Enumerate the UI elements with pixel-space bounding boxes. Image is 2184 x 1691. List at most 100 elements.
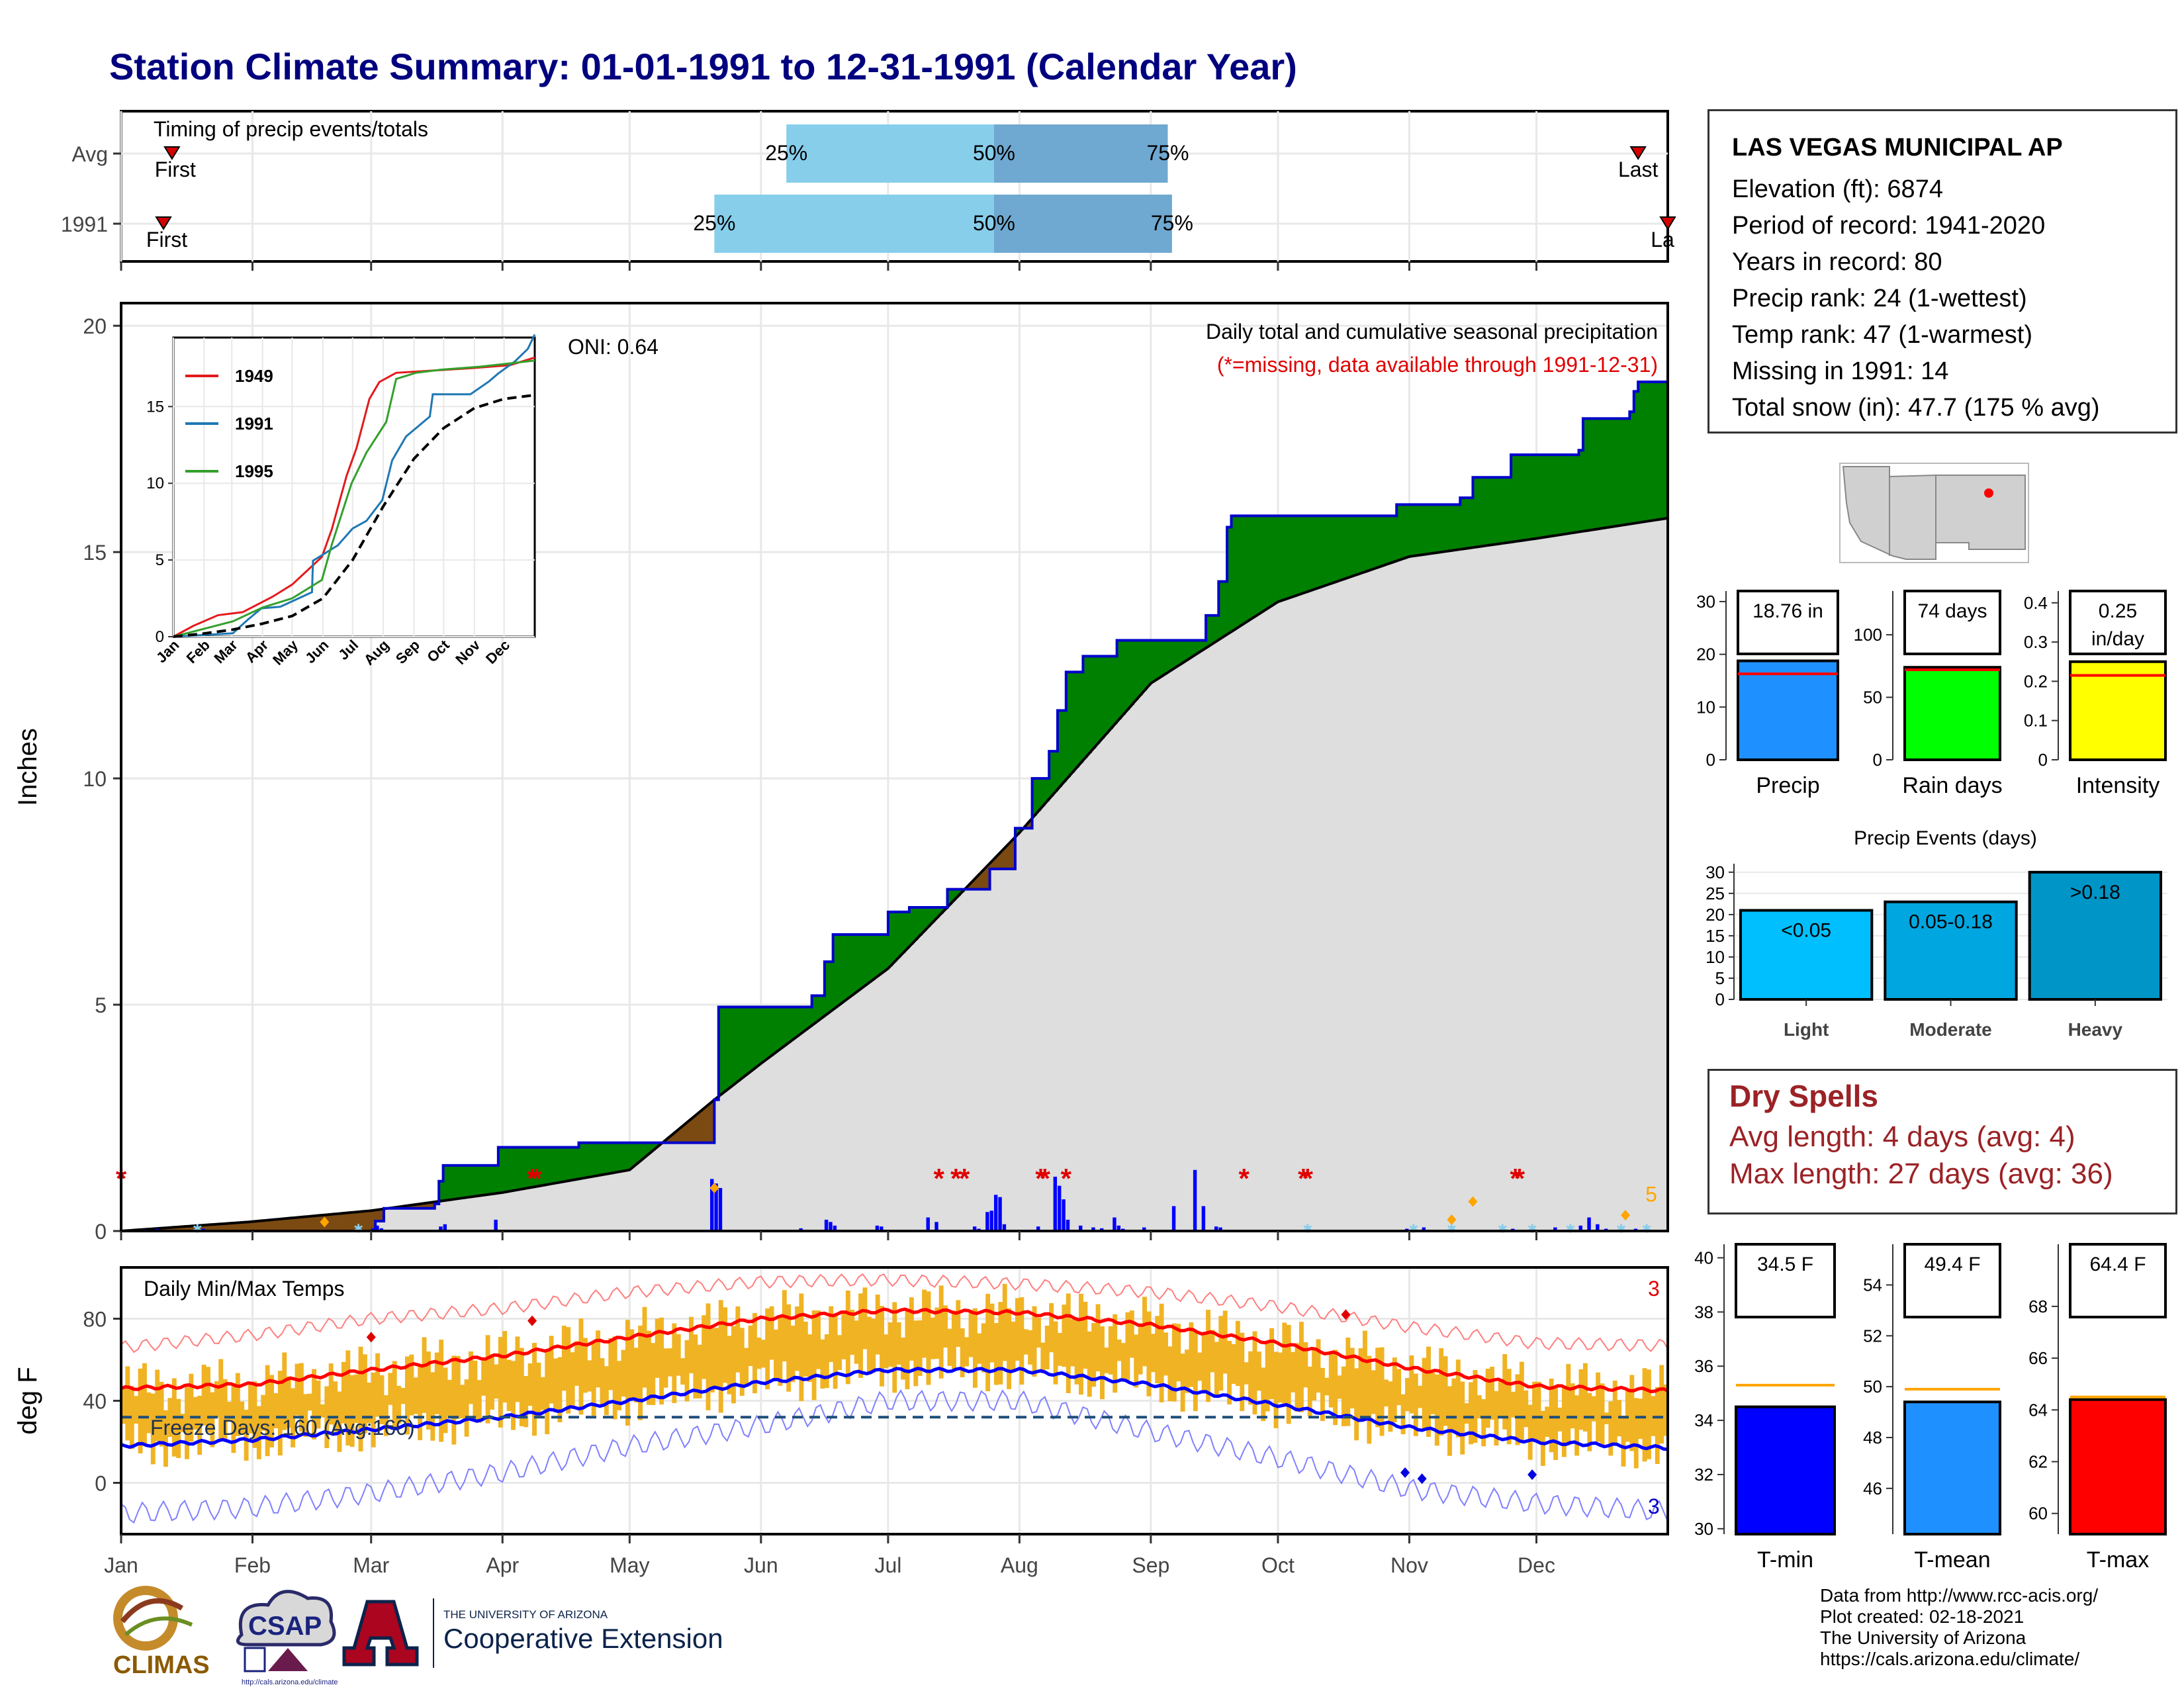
precip-surplus-band bbox=[515, 1147, 520, 1190]
precip-deficit-band bbox=[298, 1216, 304, 1231]
precip-surplus-band bbox=[1129, 640, 1134, 706]
precip-deficit-band bbox=[362, 1211, 367, 1231]
precip-surplus-band bbox=[1367, 516, 1372, 571]
temps-daily-bar bbox=[1337, 1375, 1342, 1399]
precip-events-category-label: Moderate bbox=[1909, 1019, 1991, 1040]
precip-deficit-band bbox=[418, 1204, 423, 1209]
precip-deficit-band bbox=[705, 1105, 711, 1143]
precip-surplus-band bbox=[1201, 640, 1206, 650]
precip-deficit-band bbox=[371, 1210, 376, 1231]
mini-ytick-label: 60 bbox=[2028, 1504, 2048, 1524]
temps-daily-bar bbox=[1113, 1314, 1118, 1393]
temps-daily-bar bbox=[388, 1373, 393, 1405]
temps-daily-bar bbox=[1481, 1399, 1486, 1447]
temps-daily-bar bbox=[824, 1334, 829, 1389]
precip-missing-marker: * bbox=[1298, 1163, 1309, 1194]
precip-deficit-band bbox=[680, 1126, 686, 1143]
timing-p75-label: 75% bbox=[1146, 141, 1189, 165]
temps-daily-bar bbox=[532, 1342, 537, 1436]
station-precip-rank: Precip rank: 24 (1-wettest) bbox=[1732, 285, 2027, 312]
mini-ytick-label: 30 bbox=[1694, 1519, 1713, 1539]
precip-surplus-band bbox=[506, 1147, 512, 1192]
precip-deficit-band bbox=[159, 1228, 164, 1231]
precip-surplus-band bbox=[1108, 656, 1113, 729]
precip-surplus-band bbox=[1477, 477, 1482, 547]
inset-frame bbox=[172, 336, 536, 638]
precip-surplus-band bbox=[608, 1142, 614, 1173]
precip-surplus-band bbox=[1536, 455, 1541, 539]
precip-surplus-band bbox=[1527, 455, 1533, 539]
precip-deficit-band bbox=[265, 1220, 270, 1231]
temps-daily-bar bbox=[214, 1381, 219, 1418]
station-name: LAS VEGAS MUNICIPAL AP bbox=[1732, 134, 2063, 161]
precip-surplus-band bbox=[1490, 477, 1495, 545]
timing-last-label: Last bbox=[1618, 158, 1659, 181]
temps-daily-bar bbox=[1612, 1380, 1617, 1444]
temps-daily-bar bbox=[989, 1303, 995, 1363]
credit-data-source: Data from http://www.rcc-acis.org/ bbox=[1820, 1585, 2099, 1606]
precip-deficit-band bbox=[1011, 839, 1016, 869]
precip-surplus-band bbox=[1244, 516, 1249, 623]
temps-daily-bar bbox=[985, 1293, 991, 1392]
temps-daily-bar bbox=[956, 1300, 961, 1348]
precip-deficit-band bbox=[977, 874, 982, 890]
temps-daily-bar bbox=[235, 1373, 240, 1436]
temps-daily-bar bbox=[1549, 1378, 1554, 1453]
mini-ytick-label: 46 bbox=[1863, 1479, 1882, 1498]
precip-surplus-band bbox=[1316, 516, 1321, 588]
timing-p25-label: 25% bbox=[693, 211, 735, 235]
temps-daily-bar bbox=[1125, 1312, 1130, 1383]
temps-daily-bar bbox=[163, 1410, 168, 1467]
temps-daily-bar bbox=[1015, 1298, 1020, 1361]
temps-daily-bar bbox=[176, 1398, 181, 1459]
precip-deficit-band bbox=[214, 1224, 219, 1231]
temps-daily-bar bbox=[375, 1353, 381, 1417]
timing-title: Timing of precip events/totals bbox=[154, 117, 428, 141]
temps-daily-bar bbox=[383, 1395, 388, 1436]
precip-deficit-band bbox=[404, 1205, 410, 1209]
precip-snow-event-marker bbox=[1620, 1210, 1630, 1221]
temps-xtick-label: Oct bbox=[1261, 1553, 1295, 1577]
temps-daily-bar bbox=[362, 1354, 367, 1434]
temps-daily-bar bbox=[612, 1336, 617, 1420]
temps-daily-bar bbox=[1070, 1319, 1075, 1367]
temps-daily-bar bbox=[748, 1325, 753, 1366]
precip-surplus-band bbox=[816, 995, 821, 1021]
precip-surplus-band bbox=[913, 907, 919, 940]
temps-daily-bar bbox=[723, 1307, 728, 1383]
temps-freeze-label: Freeze Days: 160 (Avg:160) bbox=[150, 1416, 415, 1440]
mini-bar bbox=[2069, 1398, 2167, 1535]
temps-daily-bar bbox=[545, 1349, 550, 1435]
temps-bottom-count: 3 bbox=[1648, 1494, 1660, 1518]
precip-surplus-band bbox=[1134, 640, 1139, 700]
precip-deficit-band bbox=[345, 1212, 351, 1231]
temps-daily-bar bbox=[1295, 1343, 1300, 1412]
precip-deficit-band bbox=[349, 1212, 355, 1231]
csap-text: CSAP bbox=[248, 1612, 322, 1641]
temps-daily-bar bbox=[582, 1338, 588, 1393]
precip-surplus-band bbox=[1240, 516, 1245, 625]
mini-value-label: 49.4 F bbox=[1924, 1254, 1980, 1275]
precip-surplus-band bbox=[778, 1007, 783, 1050]
precip-deficit-band bbox=[981, 870, 986, 890]
timing-last-marker bbox=[1659, 216, 1676, 230]
temps-daily-bar bbox=[189, 1373, 194, 1442]
temps-daily-bar bbox=[201, 1364, 206, 1426]
precip-surplus-band bbox=[1227, 527, 1232, 633]
precip-daily-bar bbox=[379, 1228, 383, 1231]
precip-surplus-band bbox=[1633, 391, 1639, 524]
temps-daily-bar bbox=[312, 1369, 317, 1440]
dry-spells-panel: Dry Spells Avg length: 4 days (avg: 4) M… bbox=[1707, 1069, 2177, 1214]
precip-deficit-band bbox=[1002, 848, 1007, 869]
temps-daily-bar bbox=[1185, 1349, 1189, 1393]
precip-daily-bar bbox=[1079, 1225, 1083, 1231]
temps-daily-bar bbox=[1642, 1368, 1647, 1462]
precip-daily-bar bbox=[989, 1211, 993, 1231]
temps-daily-bar bbox=[1392, 1357, 1397, 1423]
temps-daily-bar bbox=[1405, 1378, 1410, 1412]
temps-daily-bar bbox=[1447, 1386, 1452, 1456]
temps-daily-bar bbox=[1443, 1356, 1448, 1426]
dry-spells-avg: Avg length: 4 days (avg: 4) bbox=[1729, 1120, 2075, 1153]
precip-surplus-band bbox=[574, 1147, 580, 1179]
temps-daily-bar bbox=[866, 1316, 872, 1375]
